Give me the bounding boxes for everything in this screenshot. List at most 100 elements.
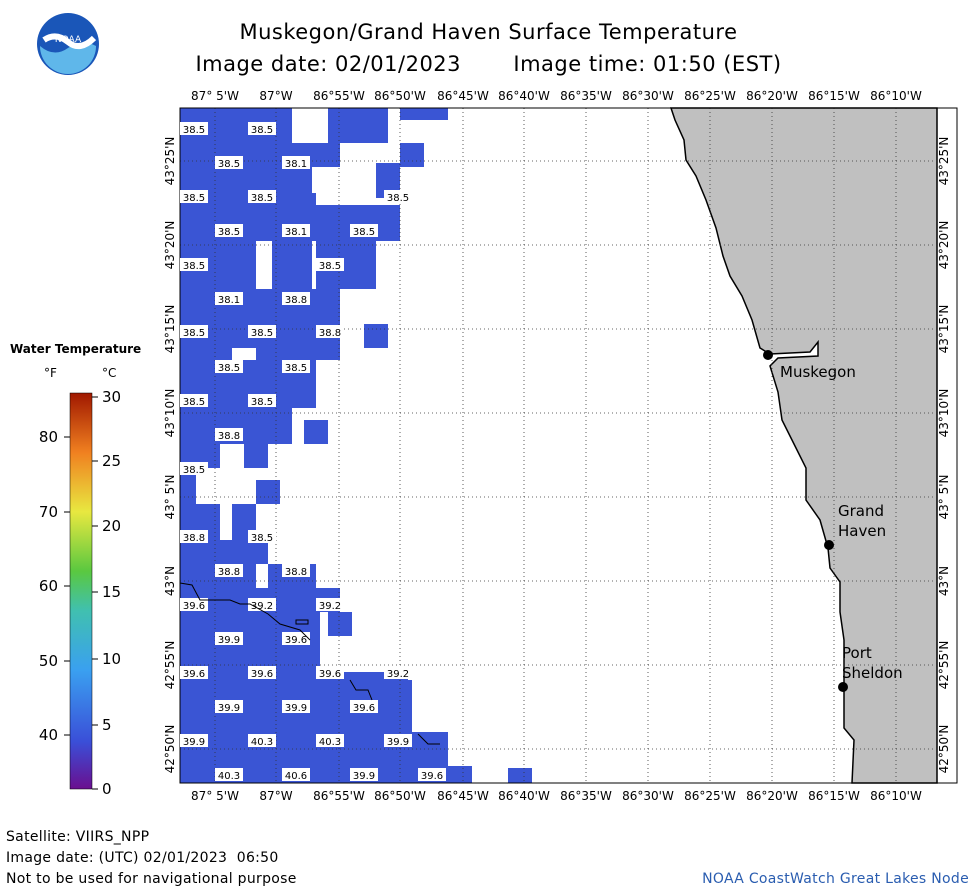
svg-text:39.9: 39.9	[218, 703, 240, 714]
svg-text:38.8: 38.8	[319, 328, 341, 339]
temperature-value: 39.9	[350, 768, 378, 782]
city-label: Port	[842, 644, 872, 662]
city-label: Haven	[838, 522, 886, 540]
svg-text:39.9: 39.9	[183, 737, 205, 748]
svg-text:38.8: 38.8	[218, 431, 240, 442]
temperature-value: 39.9	[180, 734, 208, 748]
satellite-label: Satellite: VIIRS_NPP	[6, 829, 150, 845]
svg-text:38.5: 38.5	[183, 125, 205, 136]
temperature-value: 38.5	[180, 190, 208, 204]
svg-text:39.6: 39.6	[251, 669, 273, 680]
svg-text:38.5: 38.5	[387, 193, 409, 204]
svg-text:38.5: 38.5	[183, 328, 205, 339]
svg-text:38.5: 38.5	[319, 261, 341, 272]
utc-date-label: Image date: (UTC) 02/01/2023 06:50	[6, 850, 279, 866]
lon-label-top: 86°25'W	[684, 89, 736, 103]
lon-label-bottom: 86°20'W	[746, 789, 798, 803]
legend-f-tick: 50	[39, 652, 58, 670]
temperature-value: 38.5	[384, 190, 412, 204]
temperature-value: 38.5	[282, 360, 310, 374]
lon-label-top: 86°20'W	[746, 89, 798, 103]
latitude-labels: 43°25'N 43°25'N 43°20'N 43°20'N 43°15'N 43°15…	[163, 137, 951, 774]
lon-label-bottom: 86°50'W	[374, 789, 426, 803]
noaa-logo: NOAA	[37, 13, 99, 75]
lon-label-bottom: 87° 5'W	[191, 789, 239, 803]
temperature-value: 38.1	[282, 224, 310, 238]
legend-c-tick: 5	[102, 716, 112, 734]
legend-c-tick: 15	[102, 583, 121, 601]
temperature-labels: 38.5 38.5 38.5 38.1 38.5 38.5 38.5 38.5 38.1 38.5…	[179, 122, 446, 782]
svg-text:38.5: 38.5	[183, 193, 205, 204]
city-marker	[838, 682, 848, 692]
lat-label-left: 43°10'N	[163, 389, 177, 438]
legend-unit-f: °F	[44, 366, 57, 380]
lon-label-top: 86°50'W	[374, 89, 426, 103]
temperature-value: 38.5	[248, 190, 276, 204]
svg-text:38.8: 38.8	[218, 567, 240, 578]
place-markers: Muskegon Grand Haven Port Sheldon	[763, 350, 903, 692]
lon-label-bottom: 86°15'W	[808, 789, 860, 803]
temperature-value: 39.2	[248, 598, 276, 612]
temperature-value: 38.8	[316, 325, 344, 339]
temperature-value: 38.8	[215, 564, 243, 578]
legend-c-tick: 0	[102, 780, 112, 798]
lat-label-right: 43°20'N	[937, 221, 951, 270]
svg-text:39.6: 39.6	[183, 669, 205, 680]
svg-text:39.6: 39.6	[183, 601, 205, 612]
lat-label-left: 43°25'N	[163, 137, 177, 186]
lon-label-top: 86°35'W	[560, 89, 612, 103]
city-label: Sheldon	[842, 664, 903, 682]
city-label: Muskegon	[780, 363, 856, 381]
legend-c-tick: 20	[102, 517, 121, 535]
legend-c-tick: 25	[102, 452, 121, 470]
svg-text:38.5: 38.5	[251, 533, 273, 544]
temperature-value: 38.5	[215, 224, 243, 238]
svg-text:39.9: 39.9	[285, 703, 307, 714]
lon-label-bottom: 87°W	[259, 789, 292, 803]
svg-text:38.5: 38.5	[183, 261, 205, 272]
svg-text:38.5: 38.5	[353, 227, 375, 238]
temperature-value: 38.5	[180, 462, 208, 476]
legend-f-tick: 70	[39, 503, 58, 521]
image-date: Image date: 02/01/2023	[195, 52, 462, 76]
temperature-value: 39.6	[248, 666, 276, 680]
temperature-value: 40.3	[316, 734, 344, 748]
city-label: Grand	[838, 502, 884, 520]
temperature-value: 38.5	[215, 360, 243, 374]
temperature-value: 38.8	[282, 564, 310, 578]
lat-label-right: 43°10'N	[937, 389, 951, 438]
lon-label-bottom: 86°55'W	[313, 789, 365, 803]
lon-label-top: 86°30'W	[622, 89, 674, 103]
svg-text:40.6: 40.6	[285, 771, 307, 782]
image-time: Image time: 01:50 (EST)	[513, 52, 782, 76]
legend-unit-c: °C	[102, 366, 117, 380]
legend-f-tick: 40	[39, 726, 58, 744]
svg-text:39.2: 39.2	[251, 601, 273, 612]
svg-text:38.1: 38.1	[285, 159, 307, 170]
svg-text:38.1: 38.1	[285, 227, 307, 238]
legend-c-tick: 10	[102, 650, 121, 668]
temperature-value: 38.5	[180, 325, 208, 339]
temperature-value: 38.5	[215, 156, 243, 170]
lon-label-top: 86°10'W	[870, 89, 922, 103]
temperature-value: 38.5	[350, 224, 378, 238]
lat-label-right: 42°55'N	[937, 641, 951, 690]
svg-text:40.3: 40.3	[218, 771, 240, 782]
lat-label-left: 43°15'N	[163, 305, 177, 354]
svg-text:38.5: 38.5	[285, 363, 307, 374]
svg-text:39.6: 39.6	[353, 703, 375, 714]
temperature-value: 39.9	[215, 700, 243, 714]
lat-label-right: 42°50'N	[937, 725, 951, 774]
temperature-value: 39.2	[316, 598, 344, 612]
lat-lon-grid	[179, 107, 958, 784]
lon-label-bottom: 86°40'W	[498, 789, 550, 803]
svg-text:38.5: 38.5	[251, 193, 273, 204]
lat-label-right: 43°25'N	[937, 137, 951, 186]
temperature-value: 38.1	[215, 292, 243, 306]
lat-label-left: 43°N	[163, 566, 177, 596]
temperature-value: 39.6	[418, 768, 446, 782]
lon-label-bottom: 86°25'W	[684, 789, 736, 803]
lat-label-left: 42°50'N	[163, 725, 177, 774]
svg-text:38.5: 38.5	[218, 363, 240, 374]
